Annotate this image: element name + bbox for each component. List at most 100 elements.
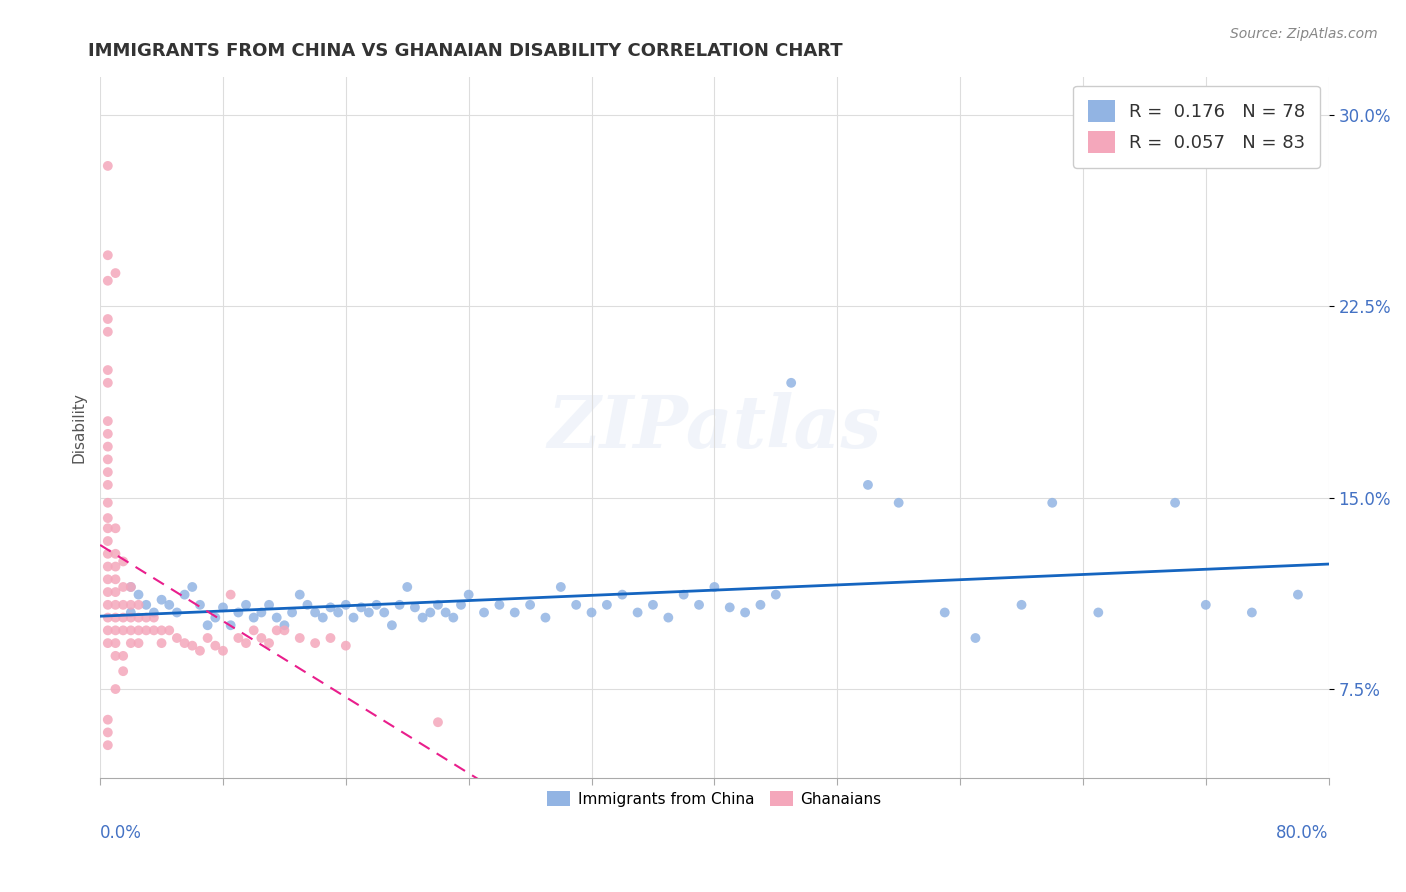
Point [104, 648, 127, 663]
Point [219, 588, 242, 602]
Point [1240, 606, 1263, 620]
Point [242, 624, 264, 638]
Point [342, 610, 364, 624]
Point [112, 580, 135, 594]
Point [142, 606, 165, 620]
Point [97, 414, 120, 428]
Point [128, 636, 150, 650]
Point [112, 554, 135, 568]
Point [304, 606, 326, 620]
Point [97, 312, 120, 326]
Point [166, 631, 188, 645]
Point [120, 598, 142, 612]
Point [97, 248, 120, 262]
Point [765, 588, 787, 602]
Point [135, 598, 157, 612]
Point [112, 624, 135, 638]
Point [319, 600, 342, 615]
Point [120, 610, 142, 624]
Text: 0.0%: 0.0% [100, 824, 142, 842]
Point [1164, 496, 1187, 510]
Point [235, 636, 257, 650]
Point [519, 598, 541, 612]
Text: Source: ZipAtlas.com: Source: ZipAtlas.com [1230, 27, 1378, 41]
Point [1286, 588, 1309, 602]
Point [173, 588, 195, 602]
Point [242, 610, 264, 624]
Point [419, 606, 441, 620]
Point [1195, 598, 1218, 612]
Point [488, 598, 510, 612]
Point [104, 681, 127, 696]
Text: 80.0%: 80.0% [1277, 824, 1329, 842]
Point [288, 631, 311, 645]
Point [104, 559, 127, 574]
Point [396, 580, 419, 594]
Point [104, 598, 127, 612]
Point [97, 738, 120, 752]
Point [212, 600, 235, 615]
Point [457, 588, 479, 602]
Point [219, 618, 242, 632]
Point [128, 598, 150, 612]
Point [120, 606, 142, 620]
Point [128, 624, 150, 638]
Point [366, 598, 388, 612]
Point [503, 606, 526, 620]
Point [672, 588, 695, 602]
Point [596, 598, 619, 612]
Point [142, 624, 165, 638]
Point [297, 598, 319, 612]
Point [703, 580, 725, 594]
Point [350, 600, 373, 615]
Point [1087, 606, 1109, 620]
Point [112, 598, 135, 612]
Point [404, 600, 426, 615]
Point [120, 580, 142, 594]
Point [381, 618, 404, 632]
Legend: Immigrants from China, Ghanaians: Immigrants from China, Ghanaians [541, 785, 887, 813]
Point [120, 624, 142, 638]
Point [749, 598, 772, 612]
Point [97, 325, 120, 339]
Point [427, 598, 450, 612]
Point [104, 624, 127, 638]
Point [319, 631, 342, 645]
Point [97, 572, 120, 586]
Point [197, 618, 219, 632]
Point [135, 624, 157, 638]
Point [1011, 598, 1033, 612]
Point [228, 631, 250, 645]
Point [718, 600, 741, 615]
Point [626, 606, 648, 620]
Point [188, 644, 211, 658]
Point [934, 606, 956, 620]
Point [273, 618, 295, 632]
Point [472, 606, 495, 620]
Point [612, 588, 634, 602]
Point [97, 636, 120, 650]
Point [197, 631, 219, 645]
Point [856, 478, 879, 492]
Text: IMMIGRANTS FROM CHINA VS GHANAIAN DISABILITY CORRELATION CHART: IMMIGRANTS FROM CHINA VS GHANAIAN DISABI… [87, 42, 842, 60]
Point [150, 636, 173, 650]
Point [427, 715, 450, 730]
Point [641, 598, 664, 612]
Point [212, 644, 235, 658]
Point [97, 496, 120, 510]
Point [328, 606, 350, 620]
Point [97, 426, 120, 441]
Point [97, 598, 120, 612]
Point [373, 606, 395, 620]
Point [104, 547, 127, 561]
Point [135, 610, 157, 624]
Point [97, 465, 120, 479]
Point [657, 610, 679, 624]
Point [250, 606, 273, 620]
Point [434, 606, 457, 620]
Point [97, 725, 120, 739]
Point [441, 610, 464, 624]
Point [97, 363, 120, 377]
Point [97, 274, 120, 288]
Point [288, 588, 311, 602]
